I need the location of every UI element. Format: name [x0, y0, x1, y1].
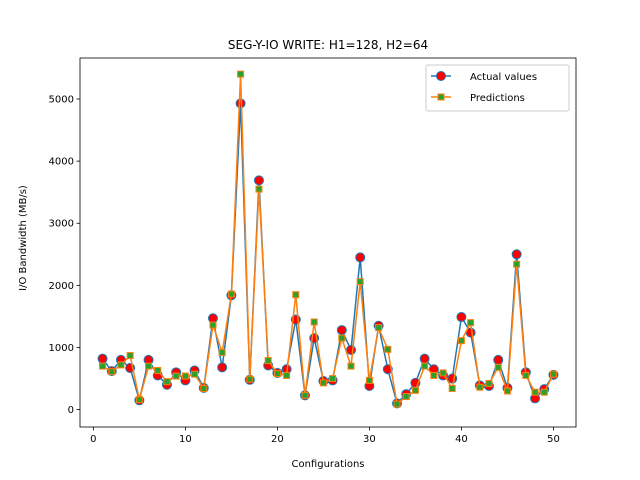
series-2-point	[246, 375, 254, 383]
y-tick-label: 3000	[49, 219, 74, 230]
series-2-point	[365, 376, 373, 384]
y-tick-label: 0	[68, 405, 74, 416]
y-tick-label: 2000	[49, 281, 74, 292]
series-1-point	[419, 353, 430, 364]
chart-title: SEG-Y-IO WRITE: H1=128, H2=64	[228, 38, 428, 52]
series-2-point	[384, 345, 392, 353]
plot-area: 0 10 20 30 40 50 0 1000 2000 3000 4000 5000	[49, 57, 577, 445]
series-2-point	[522, 371, 530, 379]
series-2-point	[154, 366, 162, 374]
series-1-point	[253, 175, 264, 186]
series-2-point	[375, 324, 383, 332]
series-2-point	[191, 370, 199, 378]
series-1-point	[97, 353, 108, 364]
legend-marker-1	[436, 71, 446, 81]
series-1-point	[336, 325, 347, 336]
series-2-point	[402, 393, 410, 401]
series-2-point	[310, 318, 318, 326]
series-2-point	[117, 361, 125, 369]
series-2-point	[301, 391, 309, 399]
series-2-point	[108, 368, 116, 376]
series-2-point	[338, 334, 346, 342]
series-1-point	[456, 312, 467, 323]
series-2-point	[540, 388, 548, 396]
x-tick-label: 20	[271, 434, 284, 445]
series-2-point	[273, 370, 281, 378]
y-tick-label: 4000	[49, 157, 74, 168]
series-2-point	[347, 362, 355, 370]
series-1-point	[207, 313, 218, 324]
x-tick-label: 50	[547, 434, 560, 445]
series-2-point	[126, 352, 134, 360]
series-2-point	[531, 388, 539, 396]
series-2-point	[356, 278, 364, 286]
series-2-point	[485, 380, 493, 388]
series-2-point	[227, 290, 235, 298]
x-tick-label: 0	[90, 434, 96, 445]
series-2-point	[319, 379, 327, 387]
series-2-point	[513, 260, 521, 268]
series-2-point	[283, 371, 291, 379]
series-1-point	[511, 249, 522, 260]
series-2-point	[467, 319, 475, 327]
series-2-point	[329, 375, 337, 383]
series-2-point	[237, 70, 245, 78]
x-tick-label: 40	[455, 434, 468, 445]
series-2-point	[549, 370, 557, 378]
series-2-point	[99, 362, 107, 370]
x-tick-label: 30	[363, 434, 376, 445]
y-tick-label: 1000	[49, 343, 74, 354]
legend-box	[425, 64, 570, 112]
x-axis-label: Configurations	[291, 459, 364, 470]
series-2-point	[163, 378, 171, 386]
series-2-point	[476, 383, 484, 391]
series-2-point	[439, 369, 447, 377]
series-2-point	[200, 384, 208, 392]
series-2-point	[135, 396, 143, 404]
series-2-point	[218, 348, 226, 356]
series-2-point	[503, 387, 511, 395]
series-2-point	[209, 321, 217, 329]
axes-frame	[79, 57, 577, 428]
legend: Actual values Predictions	[425, 64, 570, 112]
series-2-point	[448, 384, 456, 392]
series-2-point	[411, 386, 419, 394]
series-2-point	[457, 337, 465, 345]
series-2-point	[255, 185, 263, 193]
series-1-point	[346, 344, 357, 355]
series-2-point	[145, 362, 153, 370]
series-2-point	[292, 291, 300, 299]
series-2-point	[393, 400, 401, 408]
series-2-point	[421, 362, 429, 370]
series-1-point	[355, 252, 366, 263]
series-2-point	[494, 363, 502, 371]
series-2-point	[264, 357, 272, 365]
series-1-point	[235, 98, 246, 109]
series-2-point	[172, 372, 180, 380]
y-tick-label: 5000	[49, 95, 74, 106]
x-tick-label: 10	[179, 434, 192, 445]
y-axis-label: I/O Bandwidth (MB/s)	[18, 185, 29, 291]
legend-marker-2	[437, 93, 445, 101]
legend-label-2: Predictions	[470, 93, 525, 104]
series-2-point	[430, 371, 438, 379]
series-2-point	[181, 372, 189, 380]
series-1-point	[493, 354, 504, 365]
series-1-point	[217, 362, 228, 373]
legend-label-1: Actual values	[470, 72, 537, 83]
